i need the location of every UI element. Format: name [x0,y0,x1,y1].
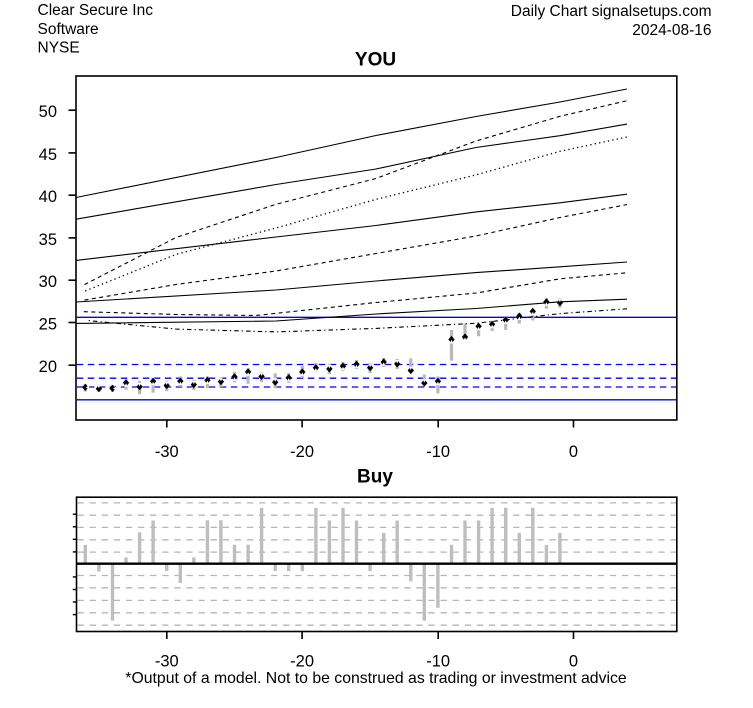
svg-text:-30: -30 [155,443,179,461]
svg-text:-30: -30 [155,653,179,671]
svg-text:YOU: YOU [355,50,396,71]
svg-text:*Output of a model. Not to be: *Output of a model. Not to be construed … [125,670,627,687]
svg-text:-10: -10 [426,653,450,671]
svg-text:-20: -20 [290,443,314,461]
svg-text:Clear Secure Inc: Clear Secure Inc [38,2,154,19]
svg-text:20: 20 [39,358,57,376]
svg-text:Daily Chart signalsetups.com: Daily Chart signalsetups.com [511,3,712,20]
svg-text:45: 45 [39,146,57,164]
svg-text:0: 0 [569,443,578,461]
svg-text:Buy: Buy [357,467,393,488]
svg-text:-20: -20 [290,653,314,671]
svg-text:25: 25 [39,316,57,334]
svg-text:40: 40 [39,188,57,206]
svg-text:-10: -10 [426,443,450,461]
svg-text:35: 35 [39,231,57,249]
svg-text:Software: Software [38,21,99,38]
svg-text:NYSE: NYSE [38,40,80,57]
svg-text:50: 50 [39,103,57,121]
svg-text:30: 30 [39,273,57,291]
svg-text:0: 0 [569,653,578,671]
svg-text:2024-08-16: 2024-08-16 [632,22,711,39]
